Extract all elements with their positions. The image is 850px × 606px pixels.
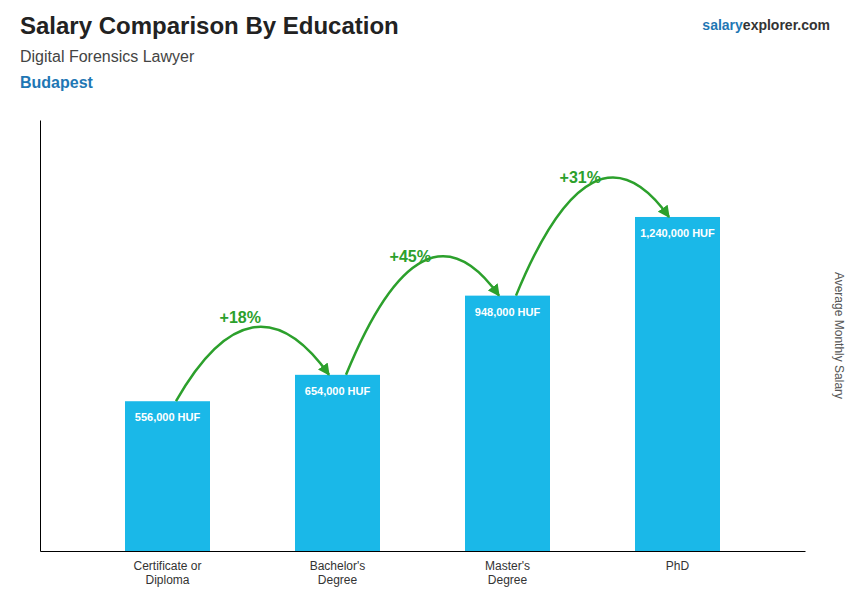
bar [635, 217, 720, 551]
change-label: +31% [560, 169, 601, 186]
change-label: +45% [390, 248, 431, 265]
bar [295, 375, 380, 551]
watermark-part: salary [702, 17, 743, 33]
bar [465, 296, 550, 551]
x-tick: Master'sDegree [485, 551, 530, 587]
y-axis-title: Average Monthly Salary [832, 272, 846, 399]
x-tick-label-line: Diploma [145, 573, 189, 587]
bars [125, 217, 720, 551]
y-axis-line [40, 121, 41, 552]
city: Budapest [20, 74, 94, 91]
x-tick-label-line: Bachelor's [310, 559, 366, 573]
x-tick: Certificate orDiploma [133, 551, 201, 587]
x-axis-line [41, 551, 806, 552]
watermark-part: explorer.com [743, 17, 830, 33]
x-tick-label-line: PhD [666, 559, 690, 573]
value-label: 654,000 HUF [305, 385, 371, 397]
change-label: +18% [220, 309, 261, 326]
y-axis [40, 121, 41, 552]
x-tick-label: Certificate orDiploma [133, 559, 201, 587]
x-tick-label: PhD [666, 559, 690, 573]
subtitle: Digital Forensics Lawyer [20, 48, 195, 65]
x-tick-label-line: Degree [488, 573, 528, 587]
chart: Salary Comparison By Education Digital Fo… [0, 0, 850, 606]
title: Salary Comparison By Education [20, 12, 399, 39]
x-axis: Certificate orDiplomaBachelor'sDegreeMas… [41, 551, 806, 587]
x-tick-label: Bachelor'sDegree [310, 559, 366, 587]
value-label: 556,000 HUF [135, 411, 201, 423]
x-tick: PhD [666, 551, 690, 573]
plot: Certificate orDiplomaBachelor'sDegreeMas… [41, 121, 806, 587]
x-tick-label-line: Certificate or [133, 559, 201, 573]
x-tick-label: Master'sDegree [485, 559, 530, 587]
value-label: 948,000 HUF [475, 306, 541, 318]
x-tick-label-line: Master's [485, 559, 530, 573]
x-tick-label-line: Degree [318, 573, 358, 587]
watermark: salaryexplorer.com [702, 17, 830, 33]
labels: +18% +45% +31% 556,000 HUF 654,000 HUF 948,00… [135, 169, 715, 423]
change-arrows [176, 178, 669, 402]
value-label: 1,240,000 HUF [640, 227, 715, 239]
x-tick: Bachelor'sDegree [310, 551, 366, 587]
bar [125, 401, 210, 551]
